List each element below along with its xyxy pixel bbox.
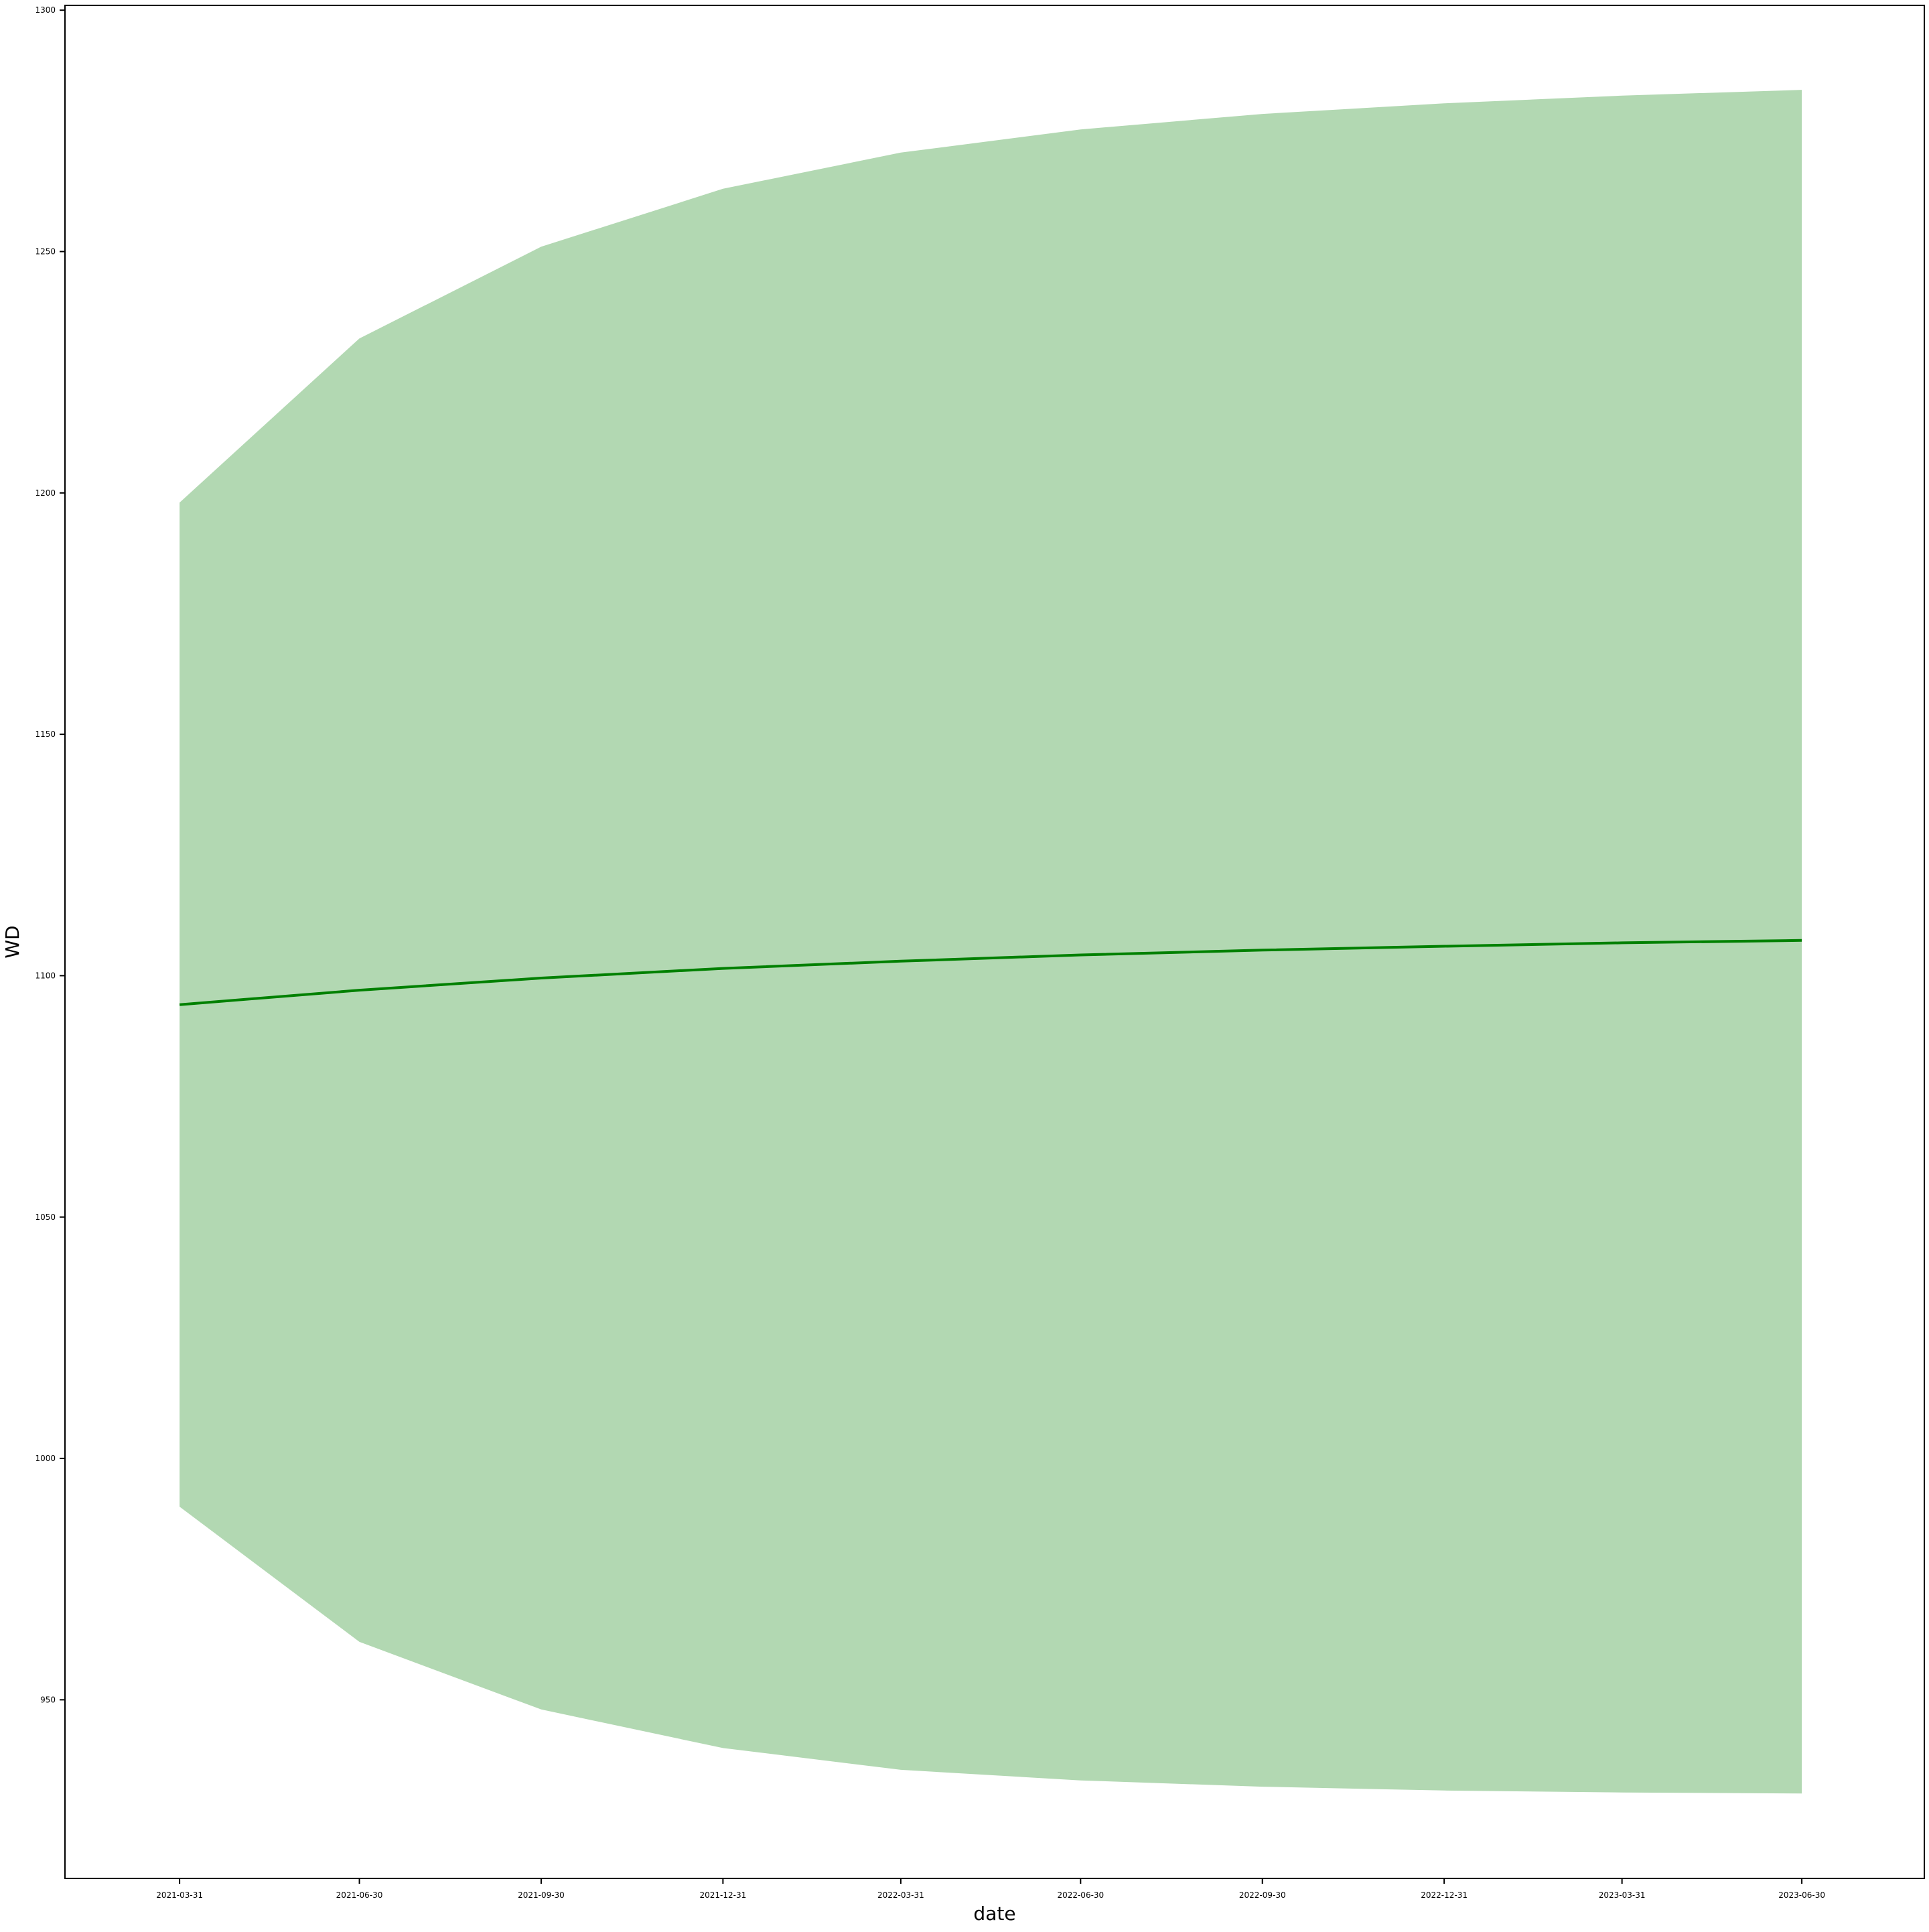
x-tick-label: 2022-12-31 (1421, 1890, 1468, 1900)
y-tick-label: 950 (40, 1695, 56, 1704)
x-tick-label: 2022-06-30 (1057, 1890, 1104, 1900)
x-tick-label: 2023-06-30 (1778, 1890, 1825, 1900)
x-tick-label: 2021-12-31 (699, 1890, 746, 1900)
x-tick-label: 2021-03-31 (156, 1890, 203, 1900)
y-tick-label: 1200 (35, 488, 56, 498)
y-tick-label: 1300 (35, 5, 56, 15)
x-tick-label: 2022-03-31 (877, 1890, 924, 1900)
x-tick-label: 2023-03-31 (1599, 1890, 1646, 1900)
series-line-0 (179, 939, 1802, 1006)
y-tick-label: 1000 (35, 1454, 56, 1463)
x-tick-label: 2021-09-30 (518, 1890, 565, 1900)
y-axis-ticks: 950 1000 1050 1100 1150 1200 1250 1300 (35, 5, 65, 1704)
x-axis-ticks: 2021-03-31 2021-06-30 2021-09-30 2021-12-31… (156, 1878, 1825, 1900)
y-tick-label: 1150 (35, 730, 56, 739)
x-tick-label: 2022-09-30 (1239, 1890, 1286, 1900)
confidence-band-0 (180, 90, 1802, 1794)
x-axis-label: date (973, 1903, 1015, 1925)
y-tick-label: 1100 (35, 971, 56, 980)
series-line-layer (179, 939, 1802, 1006)
confidence-band-layer (180, 90, 1802, 1794)
y-axis-label: WD (1, 925, 23, 958)
y-tick-label: 1050 (35, 1213, 56, 1222)
plot-frame (64, 5, 1925, 1879)
y-tick-label: 1250 (35, 247, 56, 257)
x-tick-label: 2021-06-30 (336, 1890, 383, 1900)
